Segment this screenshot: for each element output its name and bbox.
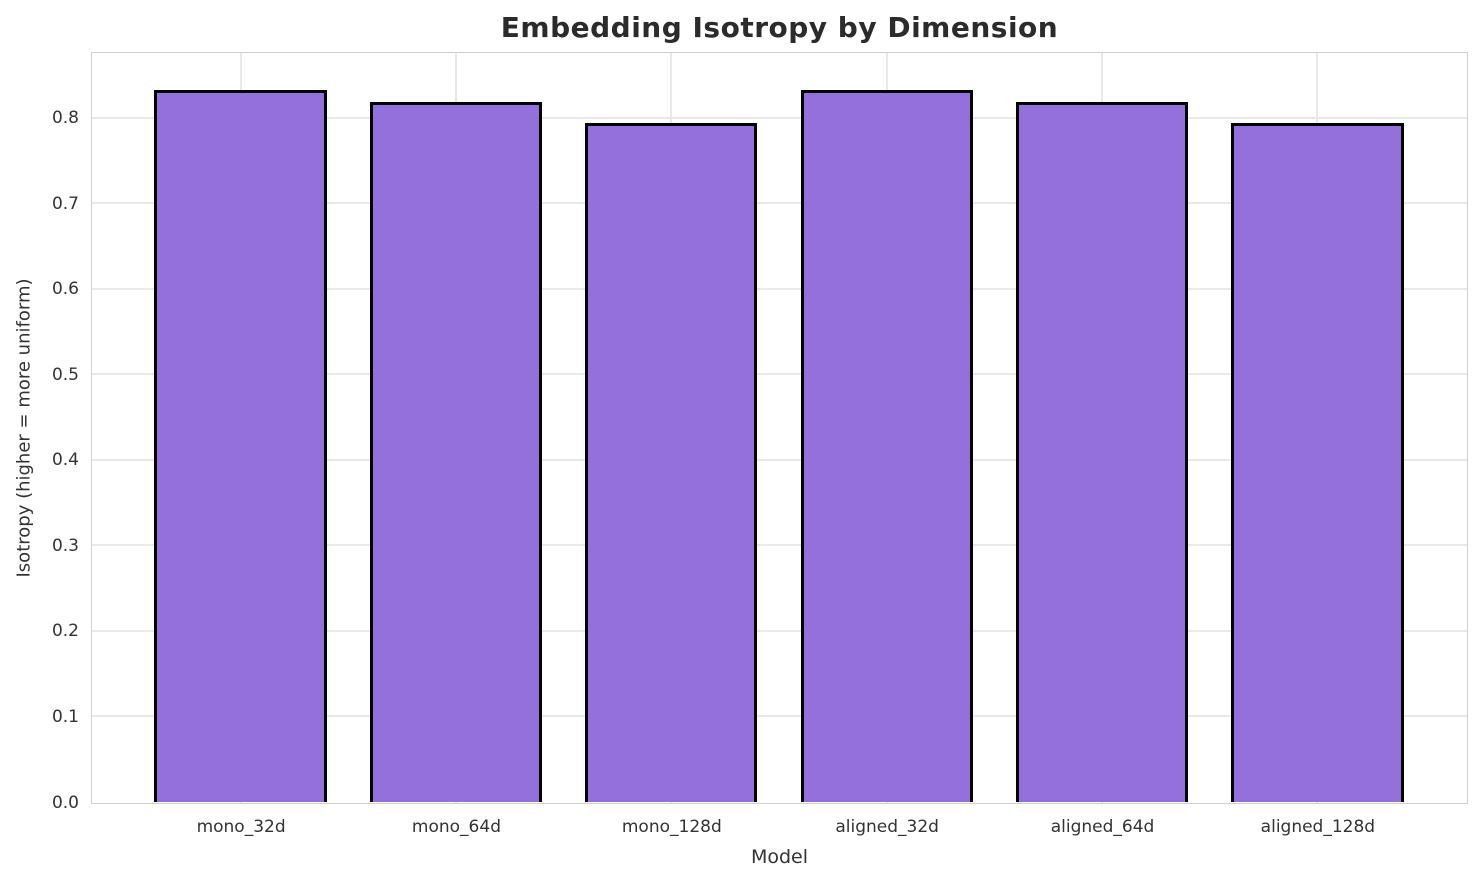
x-tick-label: mono_128d — [621, 817, 722, 837]
y-axis-label: Isotropy (higher = more uniform) — [13, 278, 35, 578]
y-gridline — [92, 458, 1467, 461]
y-gridline — [92, 287, 1467, 290]
y-gridline — [92, 715, 1467, 718]
y-tick-label: 0.3 — [51, 535, 79, 556]
y-tick-label: 0.4 — [51, 450, 79, 471]
x-tick-label: aligned_32d — [835, 817, 939, 837]
bar-mono_32d — [154, 89, 327, 802]
y-gridline — [92, 373, 1467, 376]
y-tick-label: 0.8 — [51, 108, 79, 129]
y-tick-label: 0.7 — [51, 193, 79, 214]
bar-mono_128d — [585, 123, 758, 802]
y-gridline — [92, 202, 1467, 205]
y-gridline — [92, 629, 1467, 632]
y-gridline — [92, 116, 1467, 119]
x-tick-label: aligned_64d — [1050, 817, 1155, 837]
plot-area — [91, 52, 1468, 804]
bar-aligned_32d — [800, 89, 973, 802]
x-axis-label: Model — [750, 846, 809, 868]
y-tick-label: 0.1 — [51, 706, 79, 727]
x-tick-label: mono_64d — [411, 817, 501, 837]
bar-aligned_128d — [1231, 123, 1404, 802]
y-tick-label: 0.2 — [51, 621, 79, 642]
bar-aligned_64d — [1015, 101, 1189, 802]
y-tick-label: 0.6 — [51, 279, 79, 300]
bar-mono_64d — [369, 101, 543, 802]
y-tick-label: 0.5 — [51, 364, 79, 385]
chart-title: Embedding Isotropy by Dimension — [500, 11, 1059, 44]
x-tick-label: aligned_128d — [1260, 817, 1376, 837]
y-gridline — [92, 544, 1467, 547]
y-tick-label: 0.0 — [51, 792, 79, 813]
x-tick-label: mono_32d — [196, 817, 286, 837]
